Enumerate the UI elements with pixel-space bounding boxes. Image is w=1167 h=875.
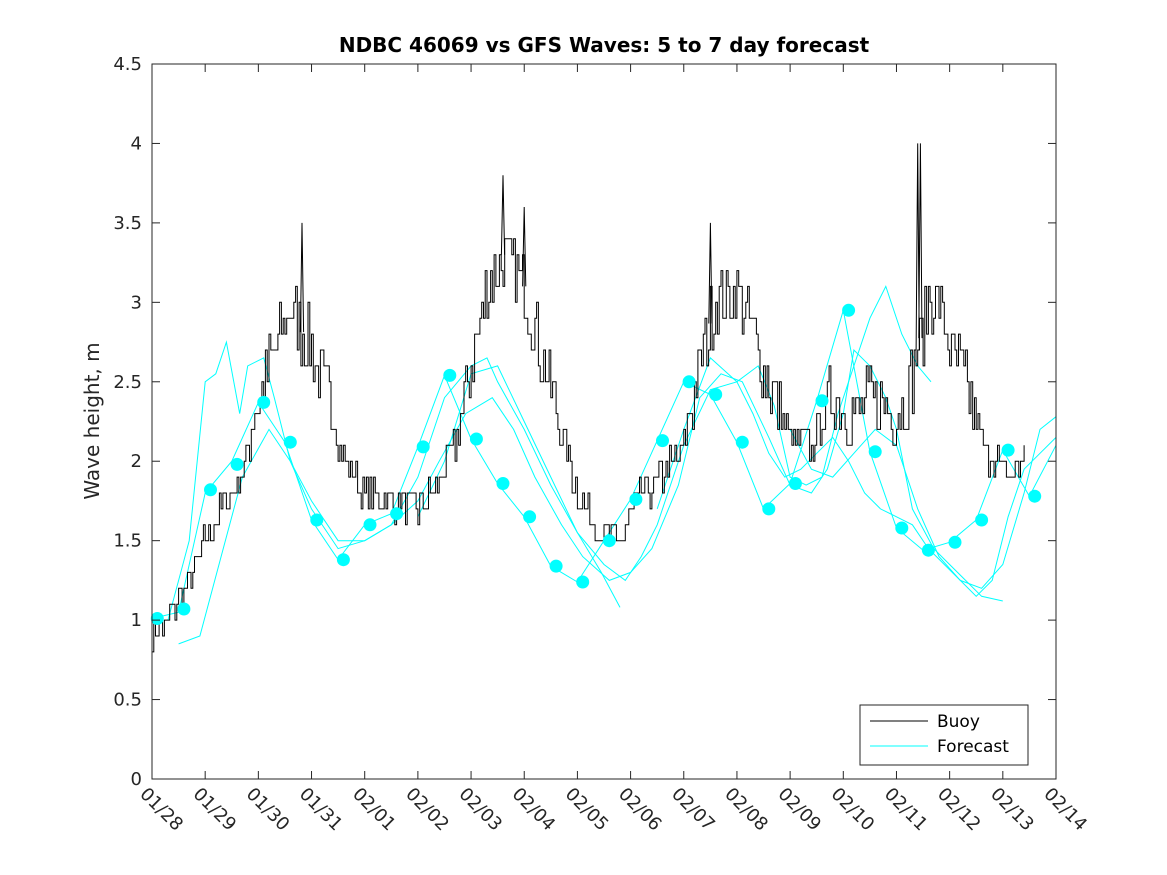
buoy-line <box>152 238 1025 653</box>
forecast-marker-18 <box>602 534 616 548</box>
forecast-markers <box>150 303 1042 625</box>
forecast-marker-26 <box>815 394 829 408</box>
forecast-marker-2 <box>177 602 191 616</box>
forecast-marker-12 <box>443 368 457 382</box>
forecast-marker-8 <box>336 553 350 567</box>
y-tick-label: 3 <box>131 292 142 313</box>
legend-forecast-label: Forecast <box>937 737 1009 757</box>
forecast-marker-24 <box>762 502 776 516</box>
chart-title: NDBC 46069 vs GFS Waves: 5 to 7 day fore… <box>339 33 870 57</box>
forecast-marker-9 <box>363 518 377 532</box>
forecast-marker-17 <box>576 575 590 589</box>
forecast-marker-34 <box>1028 489 1042 503</box>
buoy-spike-5 <box>915 143 920 351</box>
forecast-marker-5 <box>257 395 271 409</box>
forecast-marker-13 <box>469 432 483 446</box>
forecast-marker-27 <box>842 303 856 317</box>
forecast-marker-15 <box>523 510 537 524</box>
y-tick-label: 2.5 <box>113 372 142 393</box>
y-tick-label: 0.5 <box>113 690 142 711</box>
forecast-marker-7 <box>310 513 324 527</box>
plot-frame <box>151 63 1057 780</box>
forecast-marker-25 <box>788 477 802 490</box>
forecast-marker-28 <box>868 445 882 459</box>
buoy-spike-4 <box>708 222 713 324</box>
forecast-marker-10 <box>390 507 404 521</box>
forecast-line-2 <box>167 285 932 621</box>
forecast-marker-19 <box>629 492 643 506</box>
forecast-marker-23 <box>735 435 749 449</box>
legend-buoy-label: Buoy <box>937 712 980 732</box>
y-tick-label: 2 <box>131 451 142 472</box>
y-tick-label: 3.5 <box>113 213 142 234</box>
forecast-marker-22 <box>709 388 723 401</box>
forecast-marker-32 <box>975 513 989 527</box>
forecast-marker-16 <box>549 559 563 573</box>
forecast-marker-14 <box>496 477 510 490</box>
legend: Buoy Forecast <box>859 704 1029 766</box>
y-axis-label: Wave height, m <box>80 342 104 499</box>
forecast-marker-21 <box>682 375 696 389</box>
buoy-series <box>152 143 1025 653</box>
forecast-marker-11 <box>416 440 430 454</box>
forecast-marker-4 <box>230 457 244 471</box>
forecast-marker-3 <box>204 483 217 497</box>
forecast-marker-29 <box>895 521 909 535</box>
y-tick-label: 4.5 <box>113 54 142 75</box>
forecast-marker-33 <box>1001 443 1015 457</box>
y-tick-label: 1 <box>131 610 142 631</box>
y-tick-label: 4 <box>131 133 142 154</box>
forecast-marker-20 <box>656 434 669 448</box>
forecast-marker-30 <box>921 543 935 557</box>
forecast-line-5 <box>656 357 1057 598</box>
y-tick-label: 1.5 <box>113 531 142 552</box>
legend-box <box>859 704 1029 766</box>
buoy-spike-3 <box>522 206 527 287</box>
y-tick-label: 0 <box>131 769 142 790</box>
buoy-spike-6 <box>918 143 923 339</box>
forecast-line-6 <box>789 416 1057 589</box>
forecast-marker-1 <box>150 612 164 625</box>
buoy-spike-1 <box>299 222 305 333</box>
buoy-spike-2 <box>500 175 506 255</box>
forecast-marker-6 <box>283 435 297 449</box>
forecast-marker-31 <box>948 535 962 549</box>
